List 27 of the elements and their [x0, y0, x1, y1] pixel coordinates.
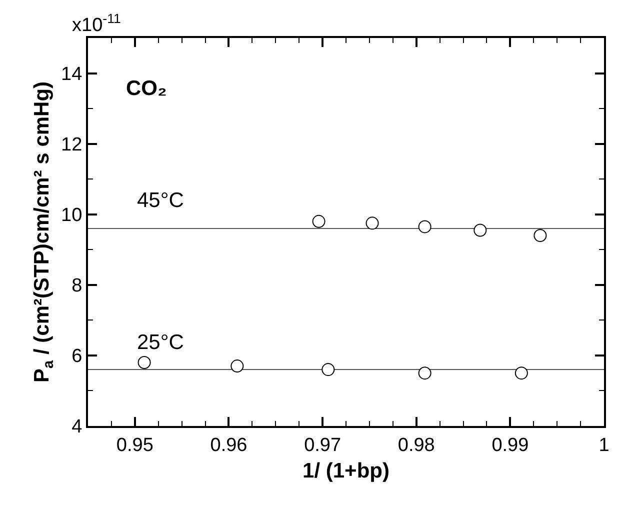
point	[474, 224, 487, 237]
y-tick-label: 10	[61, 205, 82, 226]
point	[418, 220, 432, 234]
point	[514, 366, 528, 380]
x-axis-title: 1/ (1+bp)	[302, 460, 390, 482]
x-tick-label: 0.97	[304, 434, 342, 456]
text: x10$^{-11}$	[72, 11, 121, 36]
y-tick-label: 6	[72, 346, 82, 368]
y-tick-label: 14	[61, 64, 83, 85]
x-tick-label: 0.98	[398, 434, 435, 456]
x-tick-label: 0.95	[116, 434, 154, 456]
x-tick-label: 1	[598, 434, 610, 456]
point	[534, 229, 547, 242]
point	[322, 363, 335, 376]
point	[418, 366, 432, 380]
point	[230, 360, 244, 373]
y-tick-label: 12	[61, 134, 82, 156]
y-tick-label: 8	[72, 276, 82, 297]
x-tick-label: 0.99	[492, 434, 529, 456]
annotation: CO₂	[126, 77, 167, 100]
annotation: 45°C	[137, 189, 184, 212]
point	[312, 214, 326, 228]
y-tick-label: 4	[72, 416, 83, 438]
x-tick-label: 0.96	[210, 434, 248, 456]
point	[138, 356, 151, 370]
point	[366, 216, 379, 230]
annotation: 25°C	[137, 331, 184, 354]
